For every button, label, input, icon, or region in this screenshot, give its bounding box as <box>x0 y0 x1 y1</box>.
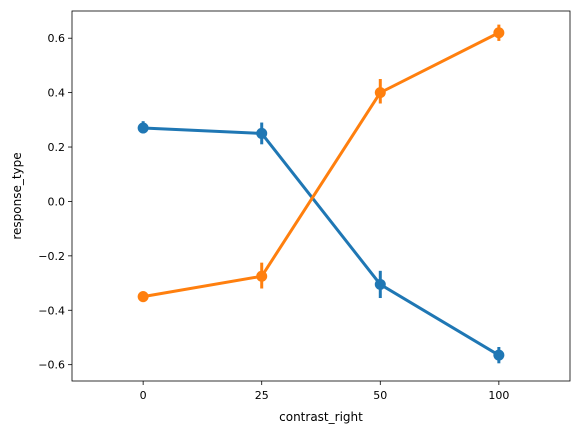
y-tick-label: −0.4 <box>38 304 65 317</box>
data-point <box>374 278 386 290</box>
x-tick-label: 100 <box>488 389 509 402</box>
x-tick-label: 50 <box>373 389 387 402</box>
series-2 <box>137 24 505 303</box>
x-tick-label: 0 <box>140 389 147 402</box>
y-axis: −0.6 −0.4 −0.2 0.0 0.2 0.4 0.6 <box>38 32 72 372</box>
y-tick-label: 0.2 <box>48 141 66 154</box>
data-point <box>374 87 386 99</box>
data-point <box>493 349 505 361</box>
data-point <box>256 270 268 282</box>
y-tick-label: −0.2 <box>38 250 65 263</box>
y-tick-label: −0.6 <box>38 359 65 372</box>
series-line <box>142 31 500 299</box>
data-point <box>256 127 268 139</box>
y-axis-label: response_type <box>10 152 24 239</box>
series-layer <box>137 24 505 364</box>
y-tick-label: 0.0 <box>48 195 66 208</box>
plot-area-frame <box>71 10 571 382</box>
x-tick-label: 25 <box>255 389 269 402</box>
data-point <box>137 291 149 303</box>
y-tick-label: 0.6 <box>48 32 66 45</box>
y-tick-label: 0.4 <box>48 87 66 100</box>
x-axis-label: contrast_right <box>279 410 363 424</box>
series-1 <box>137 121 505 364</box>
data-point <box>493 27 505 39</box>
x-axis: 0 25 50 100 <box>140 381 509 402</box>
series-line <box>143 126 500 357</box>
data-point <box>137 122 149 134</box>
